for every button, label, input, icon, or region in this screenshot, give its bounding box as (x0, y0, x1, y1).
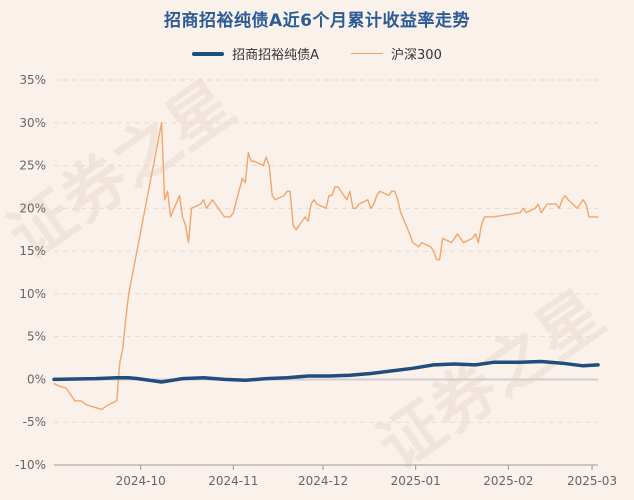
y-tick-label: 10% (19, 287, 46, 301)
x-tick-label: 2025-02 (483, 474, 533, 488)
y-tick-label: -10% (15, 458, 46, 472)
x-tick-label: 2024-10 (116, 474, 166, 488)
legend-swatch-index (351, 53, 384, 54)
legend-item-fund[interactable]: 招商招裕纯债A (192, 44, 319, 63)
y-tick-label: 15% (19, 244, 46, 258)
series-line-index (53, 122, 599, 411)
y-tick-label: 20% (19, 201, 46, 215)
series-line-fund (52, 359, 600, 384)
x-tick-label: 2024-12 (298, 474, 348, 488)
y-tick-label: 30% (19, 116, 46, 130)
y-tick-label: 35% (19, 73, 46, 87)
legend: 招商招裕纯债A 沪深300 (0, 44, 634, 63)
legend-item-index[interactable]: 沪深300 (351, 44, 442, 63)
y-tick-label: 5% (27, 330, 46, 344)
legend-swatch-fund (192, 51, 225, 56)
legend-label-index: 沪深300 (391, 48, 442, 63)
y-tick-label: -5% (23, 415, 46, 429)
y-tick-label: 25% (19, 159, 46, 173)
x-tick-label: 2025-01 (391, 474, 441, 488)
x-tick-label: 2025-03 (567, 474, 617, 488)
x-tick-label: 2024-11 (208, 474, 258, 488)
legend-label-fund: 招商招裕纯债A (232, 48, 320, 63)
y-tick-label: 0% (27, 372, 46, 386)
chart-title: 招商招裕纯债A近6个月累计收益率走势 (164, 11, 470, 31)
